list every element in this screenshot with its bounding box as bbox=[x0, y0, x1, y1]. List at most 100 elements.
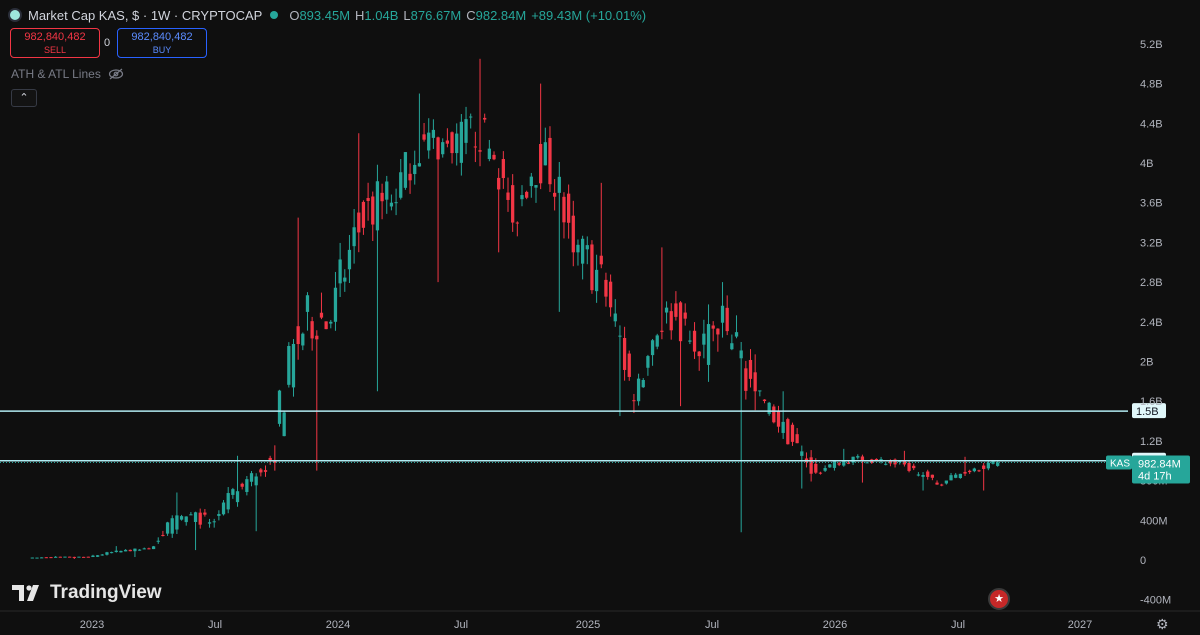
candle-body[interactable] bbox=[128, 549, 132, 552]
candle-body[interactable] bbox=[734, 332, 739, 337]
candle-body[interactable] bbox=[333, 287, 338, 322]
candle-body[interactable] bbox=[156, 540, 160, 542]
candle-body[interactable] bbox=[133, 548, 137, 552]
candle-body[interactable] bbox=[114, 550, 118, 552]
candle-body[interactable] bbox=[730, 343, 734, 350]
candle-body[interactable] bbox=[702, 333, 706, 345]
candle-body[interactable] bbox=[837, 463, 841, 465]
candle-body[interactable] bbox=[287, 346, 291, 385]
candle-body[interactable] bbox=[580, 238, 585, 264]
candle-body[interactable] bbox=[422, 134, 426, 140]
candle-body[interactable] bbox=[818, 472, 823, 474]
candle-body[interactable] bbox=[95, 555, 100, 557]
candle-body[interactable] bbox=[371, 196, 375, 225]
candle-body[interactable] bbox=[165, 522, 170, 534]
candle-body[interactable] bbox=[207, 522, 212, 524]
candle-body[interactable] bbox=[608, 281, 613, 308]
candle-body[interactable] bbox=[874, 458, 879, 461]
candle-body[interactable] bbox=[380, 192, 384, 202]
candle-body[interactable] bbox=[664, 307, 669, 313]
candle-body[interactable] bbox=[585, 245, 589, 250]
candle-body[interactable] bbox=[520, 195, 524, 200]
candle-body[interactable] bbox=[506, 192, 510, 200]
candle-body[interactable] bbox=[534, 185, 538, 188]
candle-body[interactable] bbox=[576, 244, 580, 253]
candle-body[interactable] bbox=[268, 457, 272, 461]
candle-body[interactable] bbox=[226, 493, 230, 510]
candle-body[interactable] bbox=[249, 473, 254, 482]
candle-body[interactable] bbox=[86, 556, 90, 558]
candle-body[interactable] bbox=[571, 215, 575, 253]
candle-body[interactable] bbox=[725, 307, 729, 332]
candle-body[interactable] bbox=[800, 451, 804, 456]
candle-body[interactable] bbox=[618, 335, 622, 337]
candle-body[interactable] bbox=[291, 343, 296, 388]
candle-body[interactable] bbox=[790, 424, 795, 442]
candle-body[interactable] bbox=[767, 402, 771, 414]
candle-body[interactable] bbox=[926, 471, 930, 477]
candle-body[interactable] bbox=[954, 474, 958, 478]
candle-body[interactable] bbox=[753, 372, 757, 392]
candle-body[interactable] bbox=[632, 400, 636, 402]
candle-body[interactable] bbox=[142, 548, 146, 550]
candle-body[interactable] bbox=[501, 159, 505, 179]
indicator-legend[interactable]: ATH & ATL Lines bbox=[11, 67, 124, 81]
candle-body[interactable] bbox=[986, 462, 990, 469]
candle-body[interactable] bbox=[809, 457, 813, 474]
candle-body[interactable] bbox=[203, 512, 207, 515]
candle-body[interactable] bbox=[940, 484, 944, 486]
candle-body[interactable] bbox=[846, 462, 851, 464]
candle-body[interactable] bbox=[912, 465, 916, 469]
collapse-legend-button[interactable]: ⌃ bbox=[11, 89, 37, 107]
candle-body[interactable] bbox=[786, 419, 790, 445]
candle-body[interactable] bbox=[100, 554, 104, 556]
candle-body[interactable] bbox=[277, 390, 282, 424]
candle-body[interactable] bbox=[641, 380, 645, 388]
candle-body[interactable] bbox=[179, 516, 184, 520]
candle-body[interactable] bbox=[557, 176, 561, 193]
candle-body[interactable] bbox=[697, 351, 701, 357]
candle-body[interactable] bbox=[189, 514, 193, 516]
candle-body[interactable] bbox=[716, 328, 720, 335]
candle-body[interactable] bbox=[231, 489, 235, 495]
candle-body[interactable] bbox=[487, 148, 491, 160]
candle-body[interactable] bbox=[762, 399, 767, 402]
gear-icon[interactable]: ⚙ bbox=[1156, 616, 1169, 632]
candle-body[interactable] bbox=[394, 202, 398, 204]
candle-body[interactable] bbox=[622, 337, 627, 370]
candle-body[interactable] bbox=[613, 313, 617, 322]
candle-body[interactable] bbox=[329, 321, 333, 324]
candle-body[interactable] bbox=[105, 552, 109, 555]
candle-body[interactable] bbox=[594, 269, 599, 292]
candle-body[interactable] bbox=[137, 549, 142, 551]
candle-body[interactable] bbox=[445, 140, 450, 144]
candle-body[interactable] bbox=[375, 181, 380, 231]
candle-body[interactable] bbox=[184, 516, 188, 523]
candle-body[interactable] bbox=[963, 471, 967, 474]
candle-body[interactable] bbox=[431, 129, 436, 138]
candle-body[interactable] bbox=[68, 556, 72, 558]
candle-body[interactable] bbox=[669, 311, 673, 331]
candle-body[interactable] bbox=[772, 406, 776, 423]
candle-body[interactable] bbox=[888, 461, 893, 464]
candle-body[interactable] bbox=[739, 350, 743, 359]
candle-body[interactable] bbox=[245, 479, 249, 492]
candle-body[interactable] bbox=[77, 556, 81, 558]
candle-body[interactable] bbox=[273, 460, 277, 463]
candle-body[interactable] bbox=[604, 279, 608, 297]
candle-body[interactable] bbox=[720, 305, 725, 323]
candle-body[interactable] bbox=[417, 163, 422, 167]
candle-body[interactable] bbox=[916, 474, 921, 476]
candle-body[interactable] bbox=[347, 249, 352, 270]
candle-body[interactable] bbox=[958, 473, 962, 479]
tradingview-logo[interactable]: TradingView bbox=[12, 582, 162, 604]
candle-body[interactable] bbox=[413, 164, 417, 175]
candle-body[interactable] bbox=[217, 514, 221, 516]
candle-body[interactable] bbox=[902, 461, 907, 465]
candle-body[interactable] bbox=[408, 173, 412, 181]
buy-button[interactable]: 982,840,482 BUY bbox=[117, 28, 207, 58]
candle-body[interactable] bbox=[893, 459, 897, 465]
candle-body[interactable] bbox=[553, 192, 557, 197]
candle-body[interactable] bbox=[151, 546, 156, 550]
